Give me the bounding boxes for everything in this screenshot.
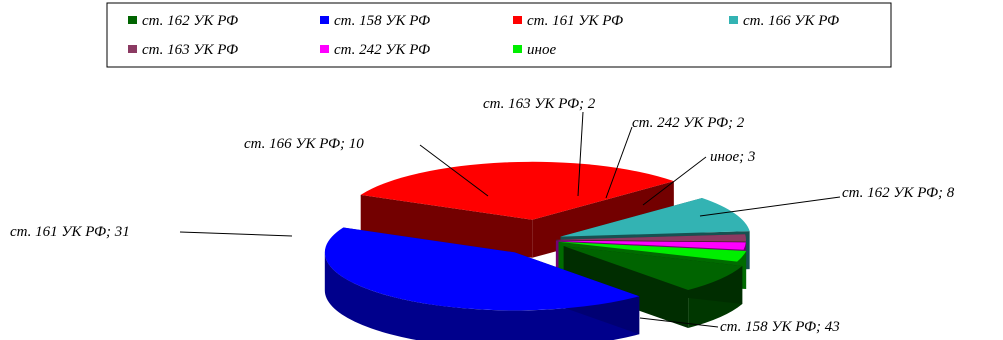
legend-swatch-3: [513, 16, 522, 24]
slice-ст-158-ук-рф: [324, 227, 640, 311]
data-label-ст-163-ук-рф: ст. 163 УК РФ; 2: [483, 96, 596, 112]
slice-ст-242-ук-рф: [555, 240, 746, 250]
leader-line-ст-166-ук-рф: [419, 144, 489, 197]
leader-line-ст-242-ук-рф: [605, 126, 633, 199]
legend-box: [106, 2, 892, 68]
slice-side-ст-158-ук-рф: [324, 252, 640, 340]
data-label-ст-158-ук-рф: ст. 158 УК РФ; 43: [720, 319, 840, 335]
legend-label-2: ст. 158 УК РФ: [334, 13, 430, 29]
leader-line-иное: [642, 156, 707, 206]
legend-swatch-6: [320, 45, 329, 53]
pie-slices: [324, 161, 750, 340]
legend-label-6: ст. 242 УК РФ: [334, 42, 430, 58]
legend-label-1: ст. 162 УК РФ: [142, 13, 238, 29]
legend: ст. 162 УК РФ ст. 158 УК РФ ст. 161 УК РФ с…: [106, 2, 892, 68]
slice-wall-ст-162-ук-рф-1: [563, 246, 689, 328]
data-label-ст-166-ук-рф: ст. 166 УК РФ; 10: [244, 136, 364, 152]
leader-line-ст-158-ук-рф: [639, 317, 719, 328]
legend-label-4: ст. 166 УК РФ: [743, 13, 839, 29]
legend-swatch-7: [513, 45, 522, 53]
legend-swatch-5: [128, 45, 137, 53]
slice-ст-161-ук-рф: [360, 161, 674, 220]
leader-line-ст-162-ук-рф: [699, 196, 841, 217]
data-label-иное: иное; 3: [710, 149, 755, 165]
legend-label-7: иное: [527, 42, 556, 58]
slice-wall-ст-161-ук-рф-0: [360, 194, 533, 258]
slice-ст-166-ук-рф: [560, 197, 750, 237]
legend-swatch-2: [320, 16, 329, 24]
slice-иное: [558, 241, 747, 262]
data-label-ст-242-ук-рф: ст. 242 УК РФ; 2: [632, 115, 745, 131]
legend-label-3: ст. 161 УК РФ: [527, 13, 623, 29]
leader-line-ст-161-ук-рф: [179, 231, 293, 237]
legend-swatch-4: [729, 16, 738, 24]
legend-swatch-1: [128, 16, 137, 24]
leader-line-ст-163-ук-рф: [577, 111, 584, 197]
legend-label-5: ст. 163 УК РФ: [142, 42, 238, 58]
data-labels: ст. 162 УК РФ; 8 ст. 158 УК РФ; 43 ст. 161…: [10, 96, 955, 335]
data-label-ст-162-ук-рф: ст. 162 УК РФ; 8: [842, 185, 955, 201]
data-label-ст-161-ук-рф: ст. 161 УК РФ; 31: [10, 224, 130, 240]
slice-ст-162-ук-рф: [563, 246, 743, 290]
slice-ст-163-ук-рф: [555, 234, 746, 242]
